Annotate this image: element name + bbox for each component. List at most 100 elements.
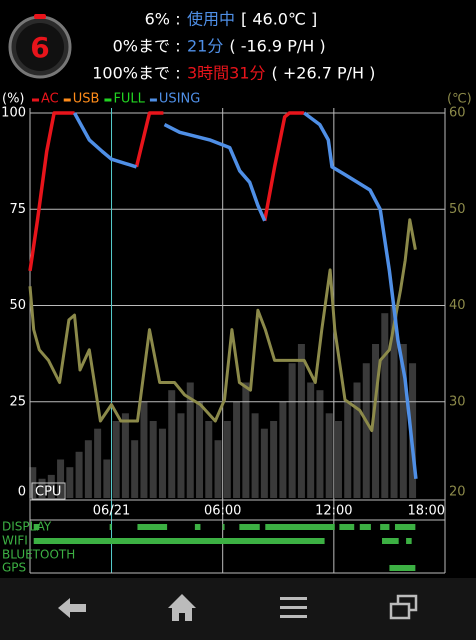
cpu-bar [279,401,287,498]
y2-tick-label: 60 [449,106,466,121]
timeline-label: GPS [2,561,26,575]
cpu-bar [94,428,102,498]
menu-line [280,606,307,609]
battery-line [28,111,305,272]
timeline-label: WIFI [2,534,28,548]
cpu-bar [334,421,342,498]
timeline-segment [389,565,416,571]
cpu-bar [242,382,250,498]
cpu-bar [316,390,324,498]
cpu-bar [214,440,222,498]
x-tick-label: 06/21 [93,504,130,519]
cpu-bar [66,467,74,498]
cpu-bar [260,428,268,498]
cpu-bar [75,451,83,498]
y2-axis-label: (℃) [447,92,472,107]
y2-tick-label: 40 [449,298,466,313]
cpu-label-box [31,482,66,500]
status-separator: : [175,64,180,83]
status-value: 使用中 [187,10,235,29]
icon-face [16,23,64,71]
y2-tick-label: 20 [449,485,466,500]
recent-front [389,602,411,620]
timeline-segment [137,524,168,530]
cpu-bar [288,363,296,498]
y-tick-label: 100 [1,106,26,121]
cpu-bar [186,382,194,498]
cpu-bar [353,382,361,498]
timeline-segment [239,524,260,530]
status-extra: ( -16.9 P/H ) [229,37,325,56]
cpu-bar [84,440,92,498]
cpu-bar [38,478,46,498]
battery-line [72,111,418,479]
cpu-bar [270,421,278,498]
cpu-bar [112,421,120,498]
cpu-bar [131,440,139,498]
cpu-bar [399,344,407,498]
timeline-segment [394,524,416,530]
timeline-segment [406,538,412,544]
cpu-bar [297,344,305,498]
nav-bar [0,578,476,640]
menu-line [280,597,307,600]
legend-label: USB [73,92,100,107]
timeline-segment [33,524,40,530]
x-tick-label: 06:00 [204,504,241,519]
y-tick-label: 25 [9,394,26,409]
cpu-bar [325,413,333,498]
cpu-bar [149,421,157,498]
timeline-segment [33,538,325,544]
cpu-bar [372,344,380,498]
status-label: 6% [145,10,170,29]
menu-button[interactable] [280,597,307,618]
cpu-bar [103,459,111,498]
status-extra: ( +26.7 P/H ) [272,64,376,83]
y-tick-label: 50 [9,298,26,313]
cpu-bar [307,382,315,498]
cpu-bar [140,401,148,498]
status-value: 3時間31分 [187,64,266,83]
legend-label: FULL [113,92,145,107]
cpu-bar [158,428,166,498]
status-extra: [ 46.0℃ ] [241,10,317,29]
cpu-bar [57,459,65,498]
legend-label: USING [159,92,200,107]
back-button[interactable] [58,598,86,618]
cpu-bar [47,474,55,498]
cpu-bar [362,363,370,498]
timeline-label: BLUETOOTH [2,548,75,562]
menu-line [280,615,307,618]
timeline-label: DISPLAY [2,520,52,534]
y2-tick-label: 50 [449,202,466,217]
timeline-segment [380,524,390,530]
cpu-bar [223,421,231,498]
timeline-segment [109,524,112,530]
cpu-bar [381,313,389,498]
legend-label: AC [41,92,59,107]
cpu-bar [196,401,204,498]
recent-button[interactable] [389,594,418,620]
y-tick-label: 75 [9,202,26,217]
status-separator: : [175,10,180,29]
icon-indicator [34,14,46,19]
cpu-label: CPU [35,485,61,500]
cpu-bar [177,413,185,498]
cpu-bar [233,401,241,498]
status-label: 0%まで [113,37,170,56]
timeline-segment [382,538,399,544]
timeline-segment [339,524,355,530]
timeline-segment [265,524,335,530]
home-button[interactable] [168,594,196,621]
icon-level: 6 [30,31,49,64]
y-tick-label: 0 [18,485,26,500]
status-label: 100%まで [92,64,170,83]
y-axis-label: (%) [2,92,25,107]
timeline-segment [359,524,371,530]
temperature-line [28,218,417,433]
status-separator: : [175,37,180,56]
cpu-bar [251,413,259,498]
cpu-bar [344,401,352,498]
y2-tick-label: 30 [449,394,466,409]
